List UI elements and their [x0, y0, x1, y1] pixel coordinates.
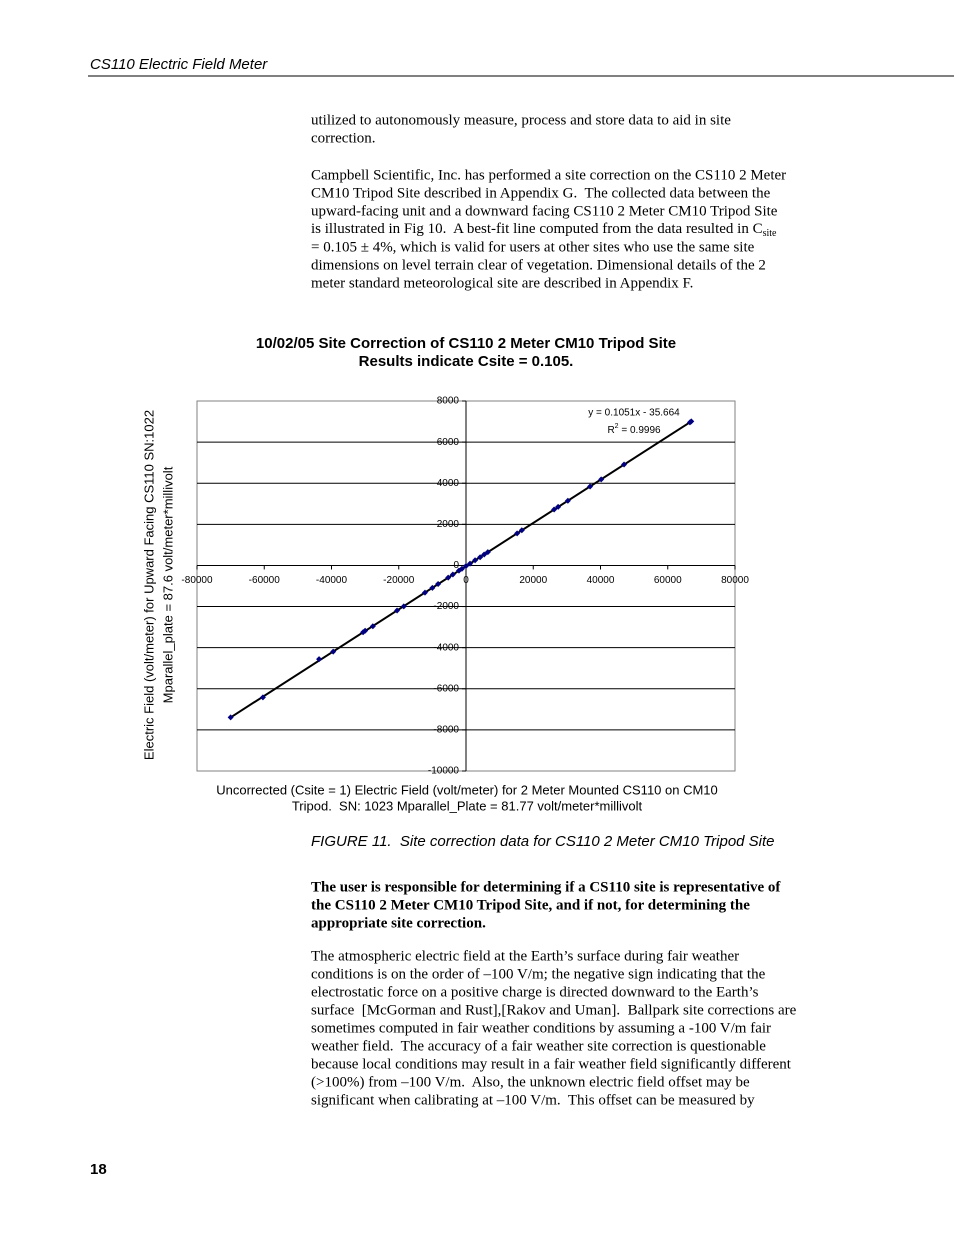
trendline-r2: R2 = 0.9996 [607, 423, 661, 436]
y-axis-label: Electric Field (volt/meter) for Upward F… [141, 410, 156, 760]
data-point [688, 418, 695, 425]
paragraph-line: surface [McGorman and Rust],[Rakov and U… [311, 1002, 797, 1018]
data-point [445, 574, 452, 581]
data-point [316, 656, 323, 663]
paragraph-line: because local conditions may result in a… [311, 1056, 792, 1072]
data-point [484, 549, 491, 556]
data-point [463, 563, 469, 570]
x-tick-label: -80000 [181, 575, 213, 586]
x-axis-label: Tripod. SN: 1023 Mparallel_Plate = 81.77… [292, 798, 643, 813]
paragraph-line: upward-facing unit and a downward facing… [311, 203, 778, 219]
subscript: site [763, 228, 777, 239]
x-tick-label: 60000 [654, 575, 682, 586]
data-point [394, 607, 401, 614]
paragraph-line: utilized to autonomously measure, proces… [311, 112, 731, 128]
y-tick-label: -2000 [433, 601, 459, 612]
paragraph-line: sometimes computed in fair weather condi… [311, 1020, 771, 1036]
data-point [514, 530, 521, 537]
paragraph-line: electrostatic force on a positive charge… [311, 984, 759, 1000]
paragraph-line: dimensions on level terrain clear of veg… [311, 257, 766, 273]
chart-title: 10/02/05 Site Correction of CS110 2 Mete… [256, 335, 676, 352]
data-point [621, 461, 628, 468]
paragraph-line: Campbell Scientific, Inc. has performed … [311, 167, 786, 183]
x-tick-label: -20000 [383, 575, 415, 586]
paragraph-line: (>100%) from –100 V/m. Also, the unknown… [311, 1074, 750, 1090]
paragraph-line: CM10 Tripod Site described in Appendix G… [311, 185, 771, 201]
paragraph-line: The atmospheric electric field at the Ea… [311, 948, 739, 964]
data-point [259, 694, 266, 701]
paragraph-line: = 0.105 ± 4%, which is valid for users a… [311, 239, 755, 255]
paragraph-line: significant when calibrating at –100 V/m… [311, 1092, 755, 1108]
data-point [477, 554, 484, 561]
data-point [429, 584, 436, 591]
data-point [227, 714, 234, 721]
x-axis-label: Uncorrected (Csite = 1) Electric Field (… [216, 782, 718, 797]
header-title: CS110 Electric Field Meter [90, 56, 268, 73]
data-point [564, 497, 571, 504]
y-tick-label: -8000 [433, 725, 459, 736]
paragraph-line: weather field. The accuracy of a fair we… [311, 1038, 766, 1054]
paragraph-line: meter standard meteorological site are d… [311, 275, 693, 291]
data-point [458, 565, 465, 572]
data-point [449, 571, 456, 578]
data-point [472, 557, 479, 564]
data-point [467, 560, 474, 567]
data-point [555, 503, 562, 510]
data-point [435, 580, 442, 587]
x-tick-label: 20000 [519, 575, 547, 586]
y-tick-label: 4000 [437, 478, 460, 489]
x-tick-label: 40000 [587, 575, 615, 586]
y-tick-label: -10000 [428, 766, 460, 777]
notice-line: The user is responsible for determining … [311, 879, 781, 895]
r2-text: = 0.9996 [619, 425, 661, 436]
trendline-equation: y = 0.1051x - 35.664 [588, 408, 680, 419]
y-tick-label: 8000 [437, 396, 460, 407]
line-text: is illustrated in Fig 10. A best-fit lin… [311, 221, 763, 237]
data-point [518, 527, 525, 534]
data-point [421, 589, 428, 596]
data-point [481, 551, 488, 558]
notice-line: the CS110 2 Meter CM10 Tripod Site, and … [311, 897, 750, 913]
paragraph-line: correction. [311, 130, 376, 146]
paragraph-line: is illustrated in Fig 10. A best-fit lin… [311, 221, 777, 239]
chart-title: Results indicate Csite = 0.105. [359, 353, 574, 370]
data-point [400, 603, 407, 610]
data-point [330, 648, 337, 655]
data-point [362, 627, 369, 634]
data-point [369, 623, 376, 630]
x-tick-label: -40000 [316, 575, 348, 586]
x-tick-label: -60000 [249, 575, 281, 586]
r2-text: R [607, 425, 614, 436]
page-number: 18 [90, 1161, 107, 1178]
y-tick-label: -4000 [433, 642, 459, 653]
y-tick-label: 6000 [437, 437, 460, 448]
r2-sup: 2 [615, 423, 619, 430]
figure-caption: FIGURE 11. Site correction data for CS11… [311, 833, 775, 850]
y-tick-label: 2000 [437, 519, 460, 530]
data-point [587, 483, 594, 490]
data-point [598, 476, 605, 483]
notice-line: appropriate site correction. [311, 915, 486, 931]
y-tick-label: -6000 [433, 683, 459, 694]
paragraph-line: conditions is on the order of –100 V/m; … [311, 966, 766, 982]
y-axis-label: Mparallel_plate = 87.6 volt/meter*milliv… [160, 466, 175, 703]
x-tick-label: 80000 [721, 575, 749, 586]
data-point [551, 506, 558, 513]
